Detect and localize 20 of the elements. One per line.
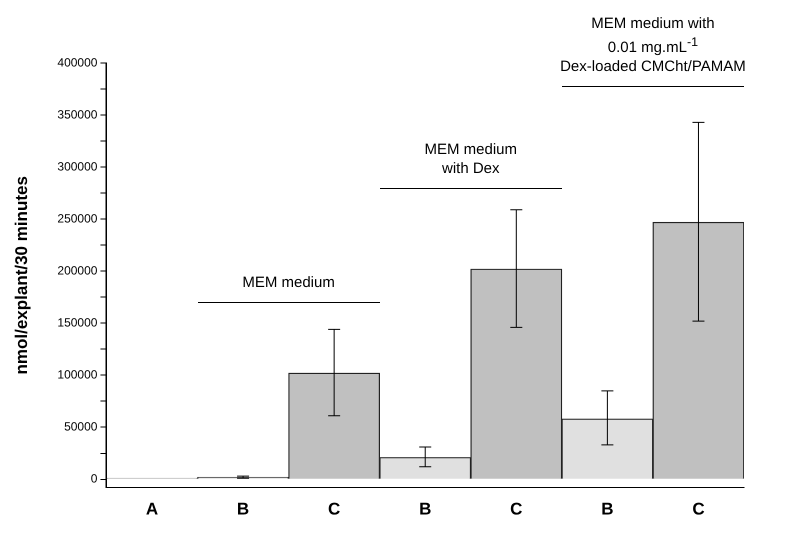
annotation: MEM medium with 0.01 mg.mL$^{-1}$ Dex-loaded CMCht/PAMAM	[559, 14, 747, 76]
x-tick-label: A	[146, 499, 158, 518]
annotation: MEM medium	[241, 273, 336, 292]
y-tick-label: 0	[90, 472, 98, 486]
x-tick-label: B	[419, 499, 432, 518]
y-tick-label: 400000	[57, 55, 98, 70]
y-tick-label: 350000	[57, 107, 98, 122]
y-tick-label: 50000	[64, 420, 98, 434]
y-tick-label: 150000	[57, 315, 98, 330]
y-tick-label: 200000	[57, 263, 98, 278]
x-tick-label: C	[510, 499, 522, 518]
x-tick-label: B	[601, 499, 614, 518]
y-tick-label: 100000	[57, 368, 98, 382]
y-tick-label: 250000	[57, 211, 98, 226]
x-tick-label: C	[692, 499, 705, 518]
x-tick-label: C	[328, 499, 340, 518]
annotation: MEM medium with Dex	[423, 140, 518, 178]
y-axis-title: nmol/explant/30 minutes	[12, 176, 31, 374]
y-tick-label: 300000	[57, 159, 98, 174]
x-tick-label: B	[236, 499, 250, 518]
